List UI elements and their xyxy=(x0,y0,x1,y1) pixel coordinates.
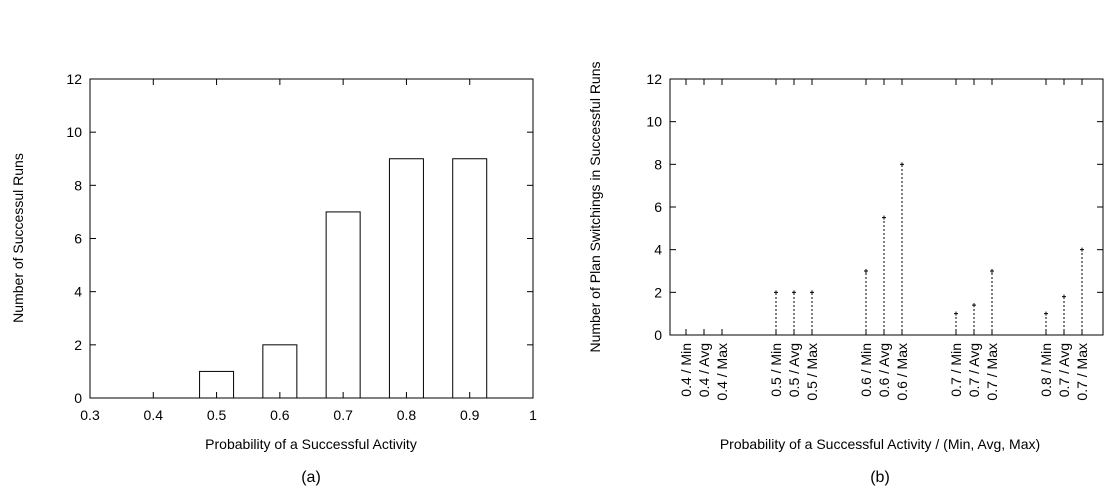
chart-b-point xyxy=(972,303,976,308)
chart-b-y-axis-label: Number of Plan Switchings in Successful … xyxy=(587,61,603,352)
chart-a-bar xyxy=(325,211,361,399)
chart-b-point xyxy=(954,311,958,316)
chart-b-y-tick-label: 12 xyxy=(646,71,662,87)
chart-b-y-tick-label: 4 xyxy=(654,242,662,258)
chart-a-y-tick-label: 12 xyxy=(66,71,82,87)
chart-a-bar xyxy=(452,158,488,399)
chart-b-x-tick-label: 0.6 / Avg xyxy=(876,343,892,397)
chart-a-x-ticks: 0.3 0.4 0.5 0.6 0.7 0.8 0.9 1 xyxy=(80,79,537,423)
chart-a-x-tick-label: 1 xyxy=(529,407,537,423)
chart-b-y-tick-label: 8 xyxy=(654,156,662,172)
chart-a-y-tick-label: 6 xyxy=(74,231,82,247)
chart-a-y-axis-label: Number of Successul Runs xyxy=(10,153,26,323)
chart-b-point xyxy=(810,290,814,295)
chart-a-y-ticks: 0 2 4 6 8 10 12 xyxy=(66,71,533,406)
chart-a-x-tick-label: 0.5 xyxy=(207,407,227,423)
chart-a-x-tick-label: 0.6 xyxy=(270,407,290,423)
chart-b-point xyxy=(864,269,868,273)
chart-b-point xyxy=(900,162,904,167)
chart-b-point xyxy=(990,269,994,273)
chart-a-x-tick-label: 0.7 xyxy=(333,407,353,423)
chart-a-y-tick-label: 10 xyxy=(66,124,82,140)
chart-a-bar xyxy=(388,158,424,399)
chart-b-marks xyxy=(774,162,1084,335)
chart-b-point xyxy=(792,290,796,295)
chart-b-caption: (b) xyxy=(870,469,890,486)
chart-b-point xyxy=(882,215,886,220)
chart-b-x-tick-label: 0.4 / Avg xyxy=(696,343,712,397)
chart-b-y-tick-label: 2 xyxy=(654,284,662,300)
chart-a-x-tick-label: 0.4 xyxy=(144,407,164,423)
chart-b-point xyxy=(1080,247,1084,252)
chart-a-x-axis-label: Probability of a Successful Activity xyxy=(205,436,417,452)
chart-a-caption: (a) xyxy=(301,469,321,486)
chart-b-x-tick-label: 0.7 / Avg xyxy=(966,343,982,397)
chart-b-x-tick-label: 0.5 / Avg xyxy=(786,343,802,397)
chart-b-plot-frame xyxy=(669,78,1104,336)
chart-b-point xyxy=(1062,294,1066,299)
chart-a-x-tick-label: 0.3 xyxy=(80,407,100,423)
chart-a-y-tick-label: 0 xyxy=(74,390,82,406)
chart-a-x-tick-label: 0.9 xyxy=(460,407,480,423)
chart-a-bars xyxy=(136,158,488,399)
chart-a: 0.3 0.4 0.5 0.6 0.7 0.8 0.9 1 0 2 4 6 8 10 12 Probabi… xyxy=(10,71,537,486)
chart-b-x-tick-label: 0.7 / Min xyxy=(948,343,964,397)
chart-b-x-ticks: 0.4 / Min 0.4 / Avg 0.4 / Max 0.5 / Min 0.5 … xyxy=(678,79,1090,401)
chart-b-x-tick-label: 0.6 / Max xyxy=(894,343,910,401)
chart-b-x-tick-label: 0.7 / Max xyxy=(1074,343,1090,401)
chart-a-y-tick-label: 8 xyxy=(74,177,82,193)
chart-b-x-tick-label: 0.8 / Min xyxy=(1038,343,1054,397)
chart-a-bar xyxy=(262,344,298,399)
chart-b-x-tick-label: 0.7 / Avg xyxy=(1056,343,1072,397)
chart-b-x-axis-label: Probability of a Successful Activity / (… xyxy=(720,436,1040,452)
chart-b-x-tick-label: 0.7 / Max xyxy=(984,343,1000,401)
chart-b-x-tick-label: 0.6 / Min xyxy=(858,343,874,397)
chart-b-point xyxy=(1044,311,1048,316)
chart-b-x-tick-label: 0.4 / Max xyxy=(714,343,730,401)
chart-b: 0.4 / Min 0.4 / Avg 0.4 / Max 0.5 / Min 0.5 … xyxy=(587,61,1104,486)
chart-a-x-tick-label: 0.8 xyxy=(397,407,417,423)
chart-b-x-tick-label: 0.5 / Min xyxy=(768,343,784,397)
chart-b-y-tick-label: 10 xyxy=(646,114,662,130)
chart-b-y-tick-label: 6 xyxy=(654,199,662,215)
chart-b-x-tick-label: 0.4 / Min xyxy=(678,343,694,397)
chart-a-y-tick-label: 2 xyxy=(74,337,82,353)
chart-b-y-ticks: 0 2 4 6 8 10 12 xyxy=(646,71,1103,343)
chart-b-point xyxy=(774,290,778,295)
chart-a-y-tick-label: 4 xyxy=(74,284,82,300)
chart-b-y-tick-label: 0 xyxy=(654,327,662,343)
chart-b-x-tick-label: 0.5 / Max xyxy=(804,343,820,401)
